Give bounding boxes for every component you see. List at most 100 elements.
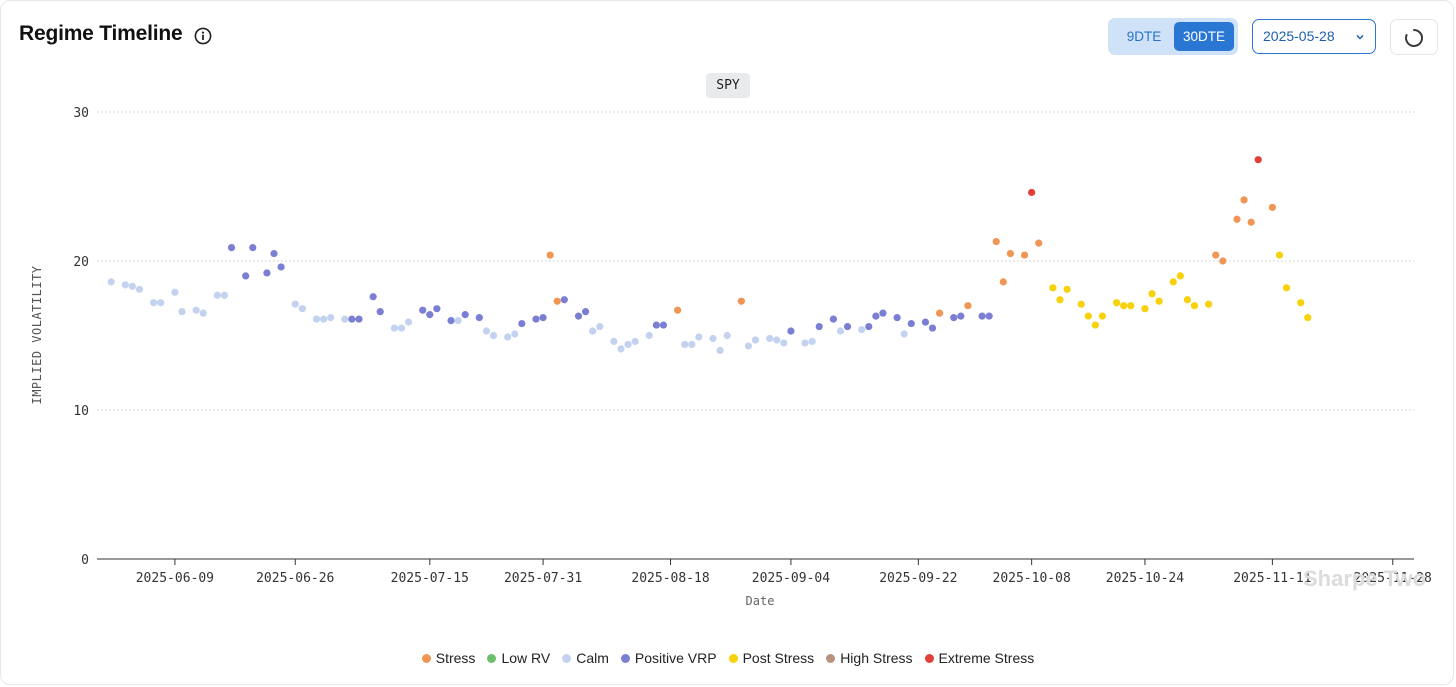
dte-option-9dte[interactable]: 9DTE xyxy=(1126,29,1162,44)
data-point xyxy=(355,315,363,323)
data-point xyxy=(716,346,724,354)
data-point xyxy=(950,314,958,322)
data-point xyxy=(1282,284,1291,292)
ticker-badge: SPY xyxy=(706,73,750,98)
legend-label: Calm xyxy=(576,650,609,666)
data-point xyxy=(426,311,434,319)
data-point xyxy=(1219,257,1227,265)
data-point xyxy=(404,318,413,326)
data-point xyxy=(808,337,816,346)
data-point xyxy=(589,327,597,335)
date-select[interactable]: 2025-05-28 xyxy=(1252,19,1376,54)
data-point xyxy=(957,312,965,320)
legend-item[interactable]: Low RV xyxy=(487,650,550,666)
data-point xyxy=(773,336,781,344)
data-point xyxy=(178,308,186,316)
legend-item[interactable]: Positive VRP xyxy=(620,650,717,666)
y-tick-label: 20 xyxy=(73,255,89,270)
data-point xyxy=(1254,156,1262,164)
legend-item[interactable]: Stress xyxy=(421,650,475,666)
legend-item[interactable]: High Stress xyxy=(826,650,913,666)
x-tick-label: 2025-09-04 xyxy=(752,571,830,586)
refresh-button[interactable] xyxy=(1390,19,1438,55)
data-point xyxy=(865,322,873,331)
data-point xyxy=(546,251,554,259)
dte-option-30dte[interactable]: 30DTE xyxy=(1174,22,1234,51)
data-point xyxy=(192,306,200,314)
data-point xyxy=(1233,215,1241,223)
x-tick-label: 2025-06-09 xyxy=(136,571,214,586)
data-point xyxy=(475,314,483,322)
data-point xyxy=(1148,290,1156,298)
data-point xyxy=(560,296,568,304)
legend-label: High Stress xyxy=(840,650,913,666)
data-point xyxy=(220,291,229,299)
data-point xyxy=(199,309,207,317)
data-point xyxy=(659,321,668,329)
data-point xyxy=(879,309,887,317)
data-point xyxy=(419,306,427,314)
legend-item[interactable]: Calm xyxy=(562,650,609,666)
data-point xyxy=(454,317,462,325)
data-point xyxy=(1077,300,1085,308)
x-tick-label: 2025-07-31 xyxy=(504,571,582,586)
data-point xyxy=(298,305,306,313)
x-tick-label: 2025-10-24 xyxy=(1106,571,1184,586)
data-point xyxy=(1183,296,1192,304)
data-point xyxy=(1020,251,1029,259)
data-point xyxy=(1275,251,1284,259)
data-point xyxy=(242,272,250,280)
data-point xyxy=(1091,321,1099,329)
data-point xyxy=(1035,239,1043,247)
data-point xyxy=(327,314,335,322)
data-point xyxy=(447,317,455,325)
data-point xyxy=(249,243,257,252)
data-point xyxy=(319,315,328,323)
data-point xyxy=(801,339,809,347)
data-point xyxy=(397,324,406,332)
data-point xyxy=(829,315,837,323)
data-point xyxy=(312,315,321,323)
info-icon[interactable] xyxy=(194,27,212,45)
data-point xyxy=(1304,314,1312,322)
data-point xyxy=(1120,302,1128,310)
data-point xyxy=(511,330,519,338)
data-point xyxy=(1268,203,1276,211)
data-point xyxy=(815,322,823,331)
x-tick-label: 2025-11-28 xyxy=(1354,571,1432,586)
data-point xyxy=(489,331,498,340)
data-point xyxy=(135,285,144,293)
legend-item[interactable]: Extreme Stress xyxy=(924,650,1034,666)
data-point xyxy=(1212,251,1220,259)
data-point xyxy=(1084,312,1092,320)
data-point xyxy=(291,300,299,308)
data-point xyxy=(596,322,604,331)
y-tick-label: 30 xyxy=(73,106,89,121)
y-axis-title: IMPLIED VOLATILITY xyxy=(30,265,44,404)
legend-label: Positive VRP xyxy=(634,650,717,666)
data-point xyxy=(843,322,852,331)
dte-toggle: 9DTE 30DTE xyxy=(1108,18,1238,55)
data-point xyxy=(1063,285,1071,293)
legend-item[interactable]: Post Stress xyxy=(728,650,814,666)
data-point xyxy=(836,327,845,335)
x-tick-label: 2025-11-11 xyxy=(1233,571,1311,586)
data-point xyxy=(121,281,129,289)
data-point xyxy=(1190,302,1199,310)
data-point xyxy=(999,278,1007,286)
data-point xyxy=(1169,278,1177,286)
data-point xyxy=(766,334,774,343)
data-point xyxy=(610,337,618,346)
loading-spinner-icon xyxy=(1405,29,1423,47)
data-point xyxy=(348,315,356,323)
data-point xyxy=(213,291,221,299)
chevron-down-icon xyxy=(1356,34,1364,40)
data-point xyxy=(1240,196,1248,204)
data-point xyxy=(369,293,377,301)
chart-legend: Stress Low RV Calm Positive VRP Post Stress H… xyxy=(0,650,1456,666)
data-point xyxy=(992,238,1000,246)
data-point xyxy=(390,324,398,332)
data-point xyxy=(964,302,972,310)
data-point xyxy=(617,345,625,353)
